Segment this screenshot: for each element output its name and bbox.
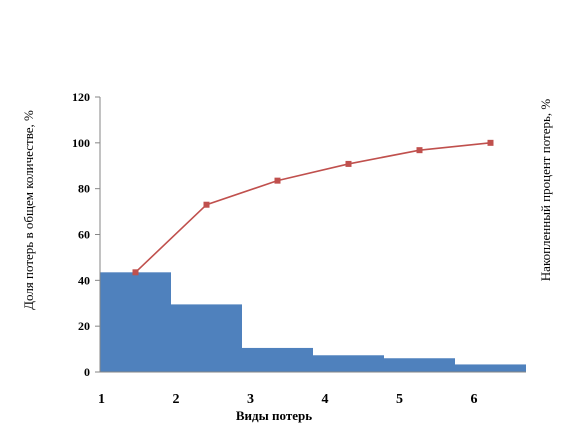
line-marker (487, 139, 494, 146)
y-tick-label: 60 (78, 228, 90, 242)
y-tick-label: 0 (84, 365, 90, 379)
bar (455, 364, 526, 372)
cumulative-line-series (132, 139, 494, 276)
line-marker (203, 201, 210, 208)
line-marker (345, 160, 352, 167)
y-tick-label: 20 (78, 319, 90, 333)
line-marker (416, 147, 423, 154)
bar (384, 358, 455, 372)
x-axis-title: Виды потерь (236, 408, 312, 423)
bar (171, 304, 242, 372)
cumulative-line (134, 142, 491, 273)
x-tick-label: 3 (247, 392, 254, 407)
x-axis-ticks: 1 2 3 4 5 6 (98, 392, 478, 407)
bar-series (100, 272, 526, 372)
y-tick-label: 100 (72, 136, 90, 150)
bar (313, 355, 384, 372)
line-marker (132, 269, 139, 276)
x-tick-label: 1 (98, 392, 105, 407)
x-tick-label: 4 (322, 392, 329, 407)
y-tick-label: 120 (72, 90, 90, 104)
y-axis-title-left: Доля потерь в общем количестве, % (21, 110, 36, 310)
x-tick-label: 5 (396, 392, 403, 407)
bar (242, 347, 313, 372)
x-tick-label: 6 (471, 392, 478, 407)
x-tick-label: 2 (173, 392, 180, 407)
y-tick-label: 40 (78, 273, 90, 287)
y-axis-title-right: Накопленный процент потерь, % (538, 99, 553, 282)
y-axis-ticks: 0 20 40 60 80 100 120 (72, 90, 100, 379)
y-tick-label: 80 (78, 182, 90, 196)
bar (100, 272, 171, 372)
line-marker (274, 177, 281, 184)
